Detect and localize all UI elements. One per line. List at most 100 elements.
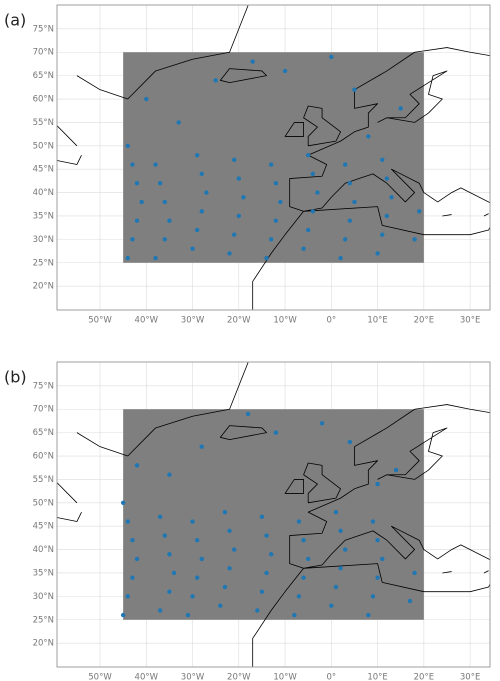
observation-point xyxy=(264,255,269,261)
panel-border xyxy=(56,361,491,668)
observation-point xyxy=(144,96,149,102)
observation-point xyxy=(227,251,232,256)
observation-point xyxy=(384,176,390,181)
observation-point xyxy=(329,603,334,608)
observation-point xyxy=(343,237,348,242)
y-tick-label: 35°N xyxy=(33,211,54,221)
observation-point xyxy=(264,533,269,538)
y-tick-label: 60°N xyxy=(33,452,54,462)
observation-point xyxy=(185,612,191,618)
observation-point xyxy=(227,528,232,534)
observation-point xyxy=(134,463,140,468)
observation-point xyxy=(296,519,302,524)
observation-point xyxy=(130,538,135,543)
y-tick-label: 65°N xyxy=(33,428,54,438)
observation-point xyxy=(176,120,181,125)
y-tick-label: 65°N xyxy=(33,71,54,81)
observation-point xyxy=(194,538,200,543)
observation-point xyxy=(301,246,306,251)
x-tick-label: 20°W xyxy=(227,316,251,326)
observation-point xyxy=(352,87,357,92)
observation-point xyxy=(139,199,144,205)
observation-point xyxy=(393,467,399,473)
observation-point xyxy=(338,566,343,571)
y-tick-label: 50°N xyxy=(33,498,54,508)
region-box xyxy=(123,52,424,263)
observation-point xyxy=(333,509,339,515)
y-tick-label: 20°N xyxy=(33,639,54,649)
observation-point xyxy=(162,533,167,538)
observation-point xyxy=(236,213,242,219)
observation-point xyxy=(273,430,279,435)
observation-point xyxy=(305,556,311,562)
observation-point xyxy=(157,514,163,520)
x-tick-label: 20°E xyxy=(414,316,434,326)
x-tick-label: 30°E xyxy=(460,316,480,326)
observation-point xyxy=(125,519,130,524)
observation-point xyxy=(199,171,204,177)
x-tick-label: 30°E xyxy=(460,673,480,681)
x-tick-label: 0° xyxy=(326,673,336,681)
y-tick-label: 35°N xyxy=(33,568,54,578)
observation-point xyxy=(375,251,380,256)
observation-point xyxy=(333,584,339,590)
observation-point xyxy=(120,612,126,618)
observation-point xyxy=(384,213,390,219)
observation-point xyxy=(370,519,376,524)
y-tick-label: 55°N xyxy=(33,475,54,485)
observation-point xyxy=(194,575,200,580)
observation-point xyxy=(250,59,255,64)
observation-point xyxy=(370,594,376,599)
x-tick-label: 50°W xyxy=(88,316,112,326)
observation-point xyxy=(329,54,334,60)
observation-point xyxy=(199,444,204,449)
x-tick-label: 30°W xyxy=(181,316,205,326)
x-tick-label: 0° xyxy=(326,316,336,326)
observation-point xyxy=(310,209,316,214)
x-tick-label: 10°E xyxy=(367,316,387,326)
observation-point xyxy=(273,181,279,186)
map-panel: 50°W 40°W 30°W 20°W 10°W 0° 10°E 20°E 30°E 20°N 25… xyxy=(4,361,491,681)
observation-point xyxy=(305,152,311,158)
observation-point xyxy=(268,162,274,167)
observation-point xyxy=(278,199,283,205)
observation-point xyxy=(259,589,265,594)
observation-point xyxy=(130,575,135,580)
observation-point xyxy=(343,547,348,552)
observation-point xyxy=(125,594,130,599)
observation-point xyxy=(199,556,204,562)
observation-point xyxy=(245,411,251,417)
y-tick-label: 70°N xyxy=(33,405,54,415)
map-panel: 50°W 40°W 30°W 20°W 10°W 0° 10°E 20°E 30°E 20°N 25… xyxy=(4,4,491,326)
y-tick-label: 75°N xyxy=(33,381,54,391)
observation-point xyxy=(134,218,140,223)
y-tick-label: 30°N xyxy=(33,592,54,602)
observation-point xyxy=(301,538,306,543)
observation-point xyxy=(162,237,167,242)
panel-label: (a) xyxy=(4,11,26,30)
y-tick-label: 55°N xyxy=(33,118,54,128)
observation-point xyxy=(218,603,223,608)
observation-point xyxy=(412,570,417,576)
y-tick-label: 20°N xyxy=(33,282,54,292)
observation-point xyxy=(315,190,320,195)
observation-point xyxy=(194,227,200,233)
observation-point xyxy=(153,162,158,167)
y-tick-label: 45°N xyxy=(33,522,54,532)
observation-point xyxy=(338,528,343,534)
y-tick-label: 40°N xyxy=(33,545,54,555)
observation-point xyxy=(273,218,279,223)
observation-point xyxy=(241,195,246,200)
observation-point xyxy=(204,190,209,195)
observation-point xyxy=(305,227,311,233)
x-tick-label: 30°W xyxy=(181,673,205,681)
observation-point xyxy=(231,232,237,237)
observation-point xyxy=(375,538,380,543)
observation-point xyxy=(167,589,172,594)
panel-label: (b) xyxy=(4,368,27,387)
observation-point xyxy=(296,594,302,599)
observation-point xyxy=(319,421,325,426)
observation-point xyxy=(417,209,422,214)
observation-point xyxy=(347,218,353,223)
observation-point xyxy=(222,584,228,590)
